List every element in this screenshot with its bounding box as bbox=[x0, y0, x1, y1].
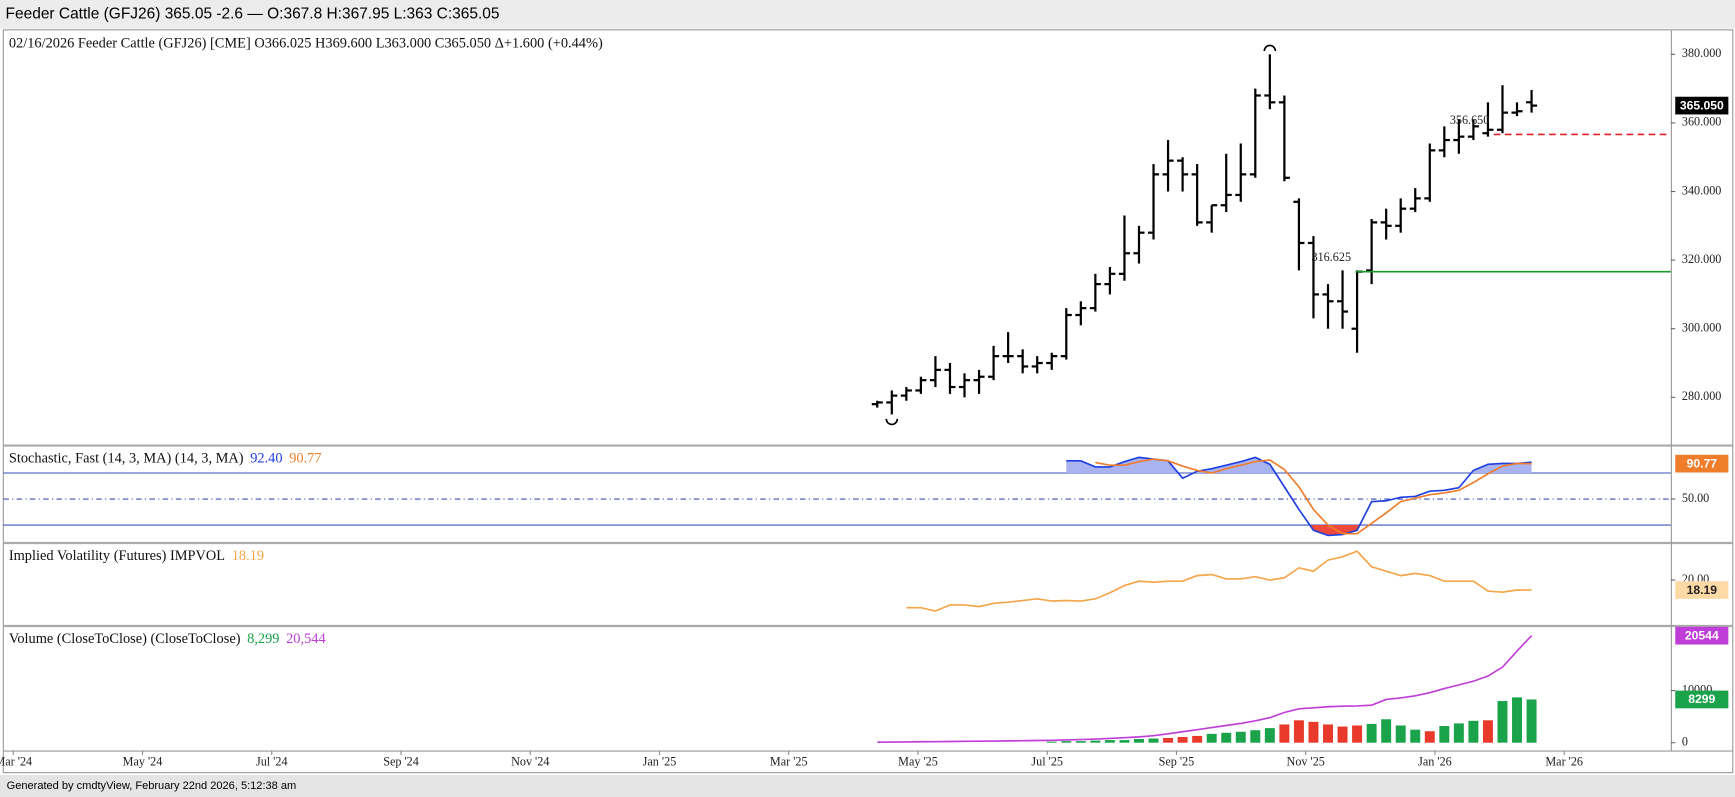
volume-bar bbox=[1512, 697, 1523, 743]
legend-value: 8,299 bbox=[247, 631, 279, 647]
volume-bar bbox=[1192, 735, 1203, 743]
volume-bar bbox=[1439, 726, 1450, 743]
window-title: Feeder Cattle (GFJ26) 365.05 -2.6 — O:36… bbox=[6, 5, 500, 22]
volume-bar bbox=[1352, 725, 1363, 743]
series-line bbox=[877, 635, 1533, 744]
volume-bar bbox=[1221, 732, 1232, 743]
series-line bbox=[1095, 458, 1532, 535]
volume-bar bbox=[1308, 721, 1319, 743]
footer-bar bbox=[0, 774, 1735, 797]
price-tag-box bbox=[1675, 96, 1729, 115]
legend-value: 92.40 bbox=[250, 451, 282, 467]
panel-title: Implied Volatility (Futures) IMPVOL bbox=[9, 548, 225, 564]
volume-bar bbox=[1526, 699, 1537, 743]
volume-bar bbox=[1177, 736, 1188, 743]
volume-bar bbox=[1163, 738, 1174, 743]
y-tick-label: 320.000 bbox=[1682, 252, 1722, 266]
x-tick-label: Jul '25 bbox=[1031, 754, 1063, 768]
price-tag-label: 18.19 bbox=[1687, 583, 1718, 597]
panel-title: Volume (CloseToClose) (CloseToClose) bbox=[9, 631, 241, 647]
x-tick-label: Mar '25 bbox=[770, 754, 808, 768]
volume-bar bbox=[1395, 725, 1406, 743]
x-tick-label: Jul '24 bbox=[256, 754, 288, 768]
volume-bar bbox=[1293, 720, 1304, 743]
price-tag-label: 8299 bbox=[1688, 692, 1715, 706]
x-tick-label: Mar '26 bbox=[1545, 754, 1583, 768]
legend-value: 20,544 bbox=[286, 631, 326, 647]
panel-title: Stochastic, Fast (14, 3, MA) (14, 3, MA) bbox=[9, 451, 244, 467]
high-marker bbox=[1263, 44, 1277, 52]
title-bar bbox=[0, 0, 1735, 29]
volume-bar bbox=[1250, 730, 1261, 743]
legend-value: 18.19 bbox=[232, 548, 264, 564]
x-tick-label: Sep '25 bbox=[1159, 754, 1195, 768]
volume-bar bbox=[1366, 723, 1377, 743]
volume-bar bbox=[1497, 701, 1508, 743]
price-tag-box bbox=[1675, 690, 1729, 709]
volume-bar bbox=[1468, 720, 1479, 743]
y-tick-label: 0 bbox=[1682, 734, 1688, 748]
volume-bar bbox=[1104, 740, 1115, 743]
y-tick-label: 340.000 bbox=[1682, 183, 1722, 197]
volume-bar bbox=[1264, 728, 1275, 743]
volume-bar bbox=[1090, 740, 1101, 743]
volume-bar bbox=[1323, 724, 1333, 743]
level-label: 316.625 bbox=[1312, 250, 1352, 264]
footer: Generated by cmdtyView, February 22nd 20… bbox=[7, 780, 297, 792]
panel-legend: Volume (CloseToClose) (CloseToClose) 8,29… bbox=[9, 631, 326, 647]
volume-bar bbox=[1119, 740, 1130, 743]
volume-bar bbox=[1381, 719, 1392, 743]
y-tick-label: 300.000 bbox=[1682, 321, 1722, 335]
panel-legend: 02/16/2026 Feeder Cattle (GFJ26) [CME] O… bbox=[9, 36, 603, 52]
x-tick-label: Nov '24 bbox=[511, 754, 549, 768]
volume-bar bbox=[1410, 729, 1421, 743]
x-tick-label: Jan '25 bbox=[643, 754, 677, 768]
price-tag-box bbox=[1675, 454, 1729, 473]
series-line bbox=[1066, 456, 1532, 537]
overbought-fill bbox=[1066, 457, 1532, 473]
chart-frame bbox=[2, 29, 1734, 774]
volume-bar bbox=[1337, 726, 1348, 743]
price-tag-label: 20544 bbox=[1685, 628, 1719, 642]
x-tick-label: Jan '26 bbox=[1418, 754, 1452, 768]
series-line bbox=[906, 550, 1532, 612]
x-tick-label: Nov '25 bbox=[1287, 754, 1325, 768]
price-tag-label: 365.050 bbox=[1680, 98, 1724, 112]
x-tick-label: May '25 bbox=[898, 754, 938, 768]
volume-bar bbox=[1453, 723, 1464, 743]
x-tick-label: Mar '24 bbox=[0, 754, 32, 768]
price-tag-label: 90.77 bbox=[1687, 456, 1718, 470]
volume-bar bbox=[1061, 741, 1072, 743]
price-tag-box bbox=[1675, 581, 1729, 599]
low-marker bbox=[885, 418, 899, 426]
volume-bar bbox=[1134, 739, 1144, 743]
y-tick-label: 280.000 bbox=[1682, 389, 1722, 403]
volume-bar bbox=[1235, 731, 1246, 743]
panel-legend: Implied Volatility (Futures) IMPVOL 18.19 bbox=[9, 548, 264, 564]
x-tick-label: Sep '24 bbox=[383, 754, 419, 768]
level-label: 356.650 bbox=[1450, 113, 1490, 127]
volume-bar bbox=[1482, 720, 1493, 743]
price-tag-box bbox=[1675, 626, 1729, 645]
volume-bar bbox=[1046, 741, 1057, 743]
x-tick-label: May '24 bbox=[123, 754, 163, 768]
volume-bar bbox=[1424, 731, 1435, 743]
y-tick-label: 380.000 bbox=[1682, 46, 1722, 60]
legend-value: 90.77 bbox=[289, 451, 321, 467]
volume-bar bbox=[1206, 733, 1217, 743]
y-tick-label: 50.00 bbox=[1682, 491, 1709, 505]
volume-bar bbox=[1148, 738, 1159, 743]
y-tick-label: 360.000 bbox=[1682, 115, 1722, 129]
panel-title: 02/16/2026 Feeder Cattle (GFJ26) [CME] O… bbox=[9, 36, 603, 52]
volume-bar bbox=[1279, 724, 1290, 743]
panel-legend: Stochastic, Fast (14, 3, MA) (14, 3, MA)… bbox=[9, 451, 322, 467]
volume-bar bbox=[1075, 741, 1086, 743]
